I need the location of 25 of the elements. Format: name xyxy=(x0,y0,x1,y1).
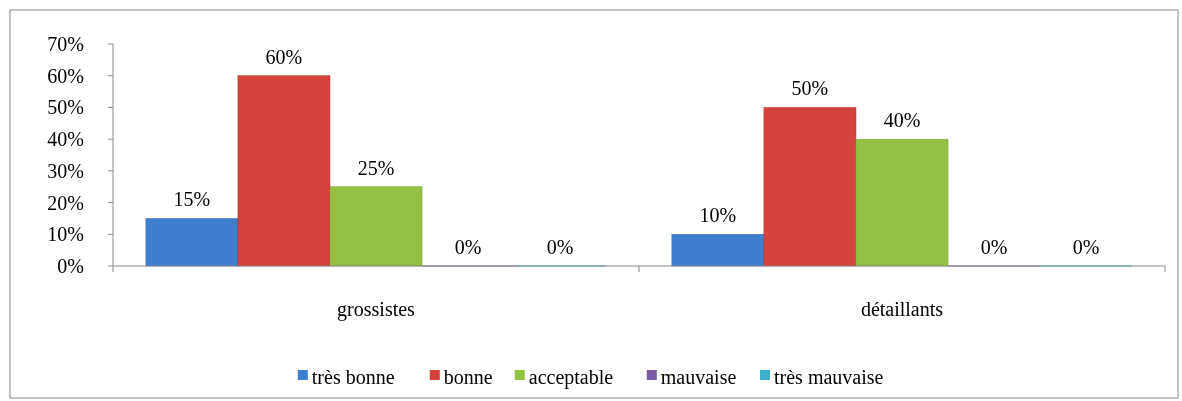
x-tick-label: détaillants xyxy=(860,298,944,320)
y-tick-label: 30% xyxy=(47,159,84,182)
legend-label: acceptable xyxy=(528,366,614,389)
data-label: 0% xyxy=(454,236,482,258)
y-tick-label: 20% xyxy=(47,191,84,214)
data-label: 0% xyxy=(980,236,1008,258)
x-tick-label: grossistes xyxy=(337,298,416,321)
data-label: 60% xyxy=(265,45,303,68)
y-tick-label: 60% xyxy=(47,64,84,87)
y-tick-label: 70% xyxy=(47,33,84,55)
data-label: 10% xyxy=(699,204,737,227)
data-label: 50% xyxy=(791,77,829,100)
legend-label: bonne xyxy=(443,366,493,388)
data-label: 0% xyxy=(1072,236,1100,258)
data-label: 25% xyxy=(357,156,395,179)
legend-label: mauvaise xyxy=(660,366,737,388)
data-label: 15% xyxy=(173,188,211,211)
legend-label: très mauvaise xyxy=(774,366,884,388)
y-tick-label: 0% xyxy=(57,255,84,277)
y-tick-label: 10% xyxy=(47,223,84,246)
data-label: 0% xyxy=(546,236,574,258)
y-tick-label: 40% xyxy=(47,128,84,151)
data-label: 40% xyxy=(883,109,921,132)
y-tick-label: 50% xyxy=(47,96,84,119)
legend-label: très bonne xyxy=(311,366,395,388)
